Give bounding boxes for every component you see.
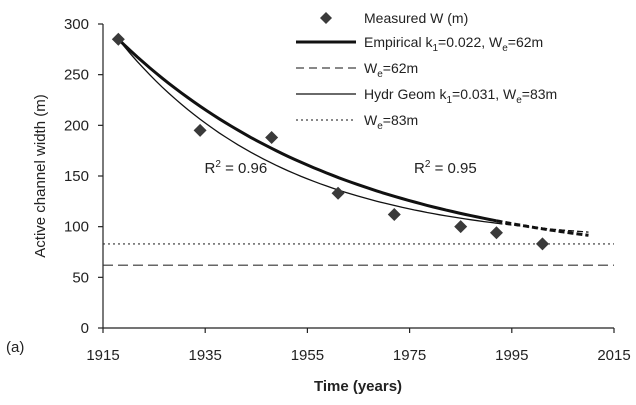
measured-markers [111,32,549,251]
legend-marker-measured [320,12,332,24]
legend-label-dashed: We=62m [364,60,418,80]
y-tick-label: 150 [64,168,89,185]
x-tick-label: 1935 [189,347,222,364]
r2-annotation: R2 = 0.96 [205,159,268,177]
r2-annotations: R2 = 0.96 R2 = 0.95 [205,159,477,177]
x-tick-label: 1995 [495,347,528,364]
y-tick-label: 200 [64,117,89,134]
x-axis-label: Time (years) [314,378,402,395]
measured-point [454,220,468,234]
measured-point [489,226,503,240]
measured-point [265,130,279,144]
model-curves [117,38,589,237]
legend-label-dotted: We=83m [364,112,418,132]
r2-annotation: R2 = 0.95 [414,159,477,177]
y-tick-label: 0 [81,320,89,337]
y-ticks: 0 50 100 150 200 250 300 [64,16,103,337]
panel-label: (a) [6,339,24,356]
y-tick-label: 50 [72,269,89,286]
hydr-geom-curve-extension [496,222,589,233]
measured-point [193,123,207,137]
y-tick-label: 100 [64,219,89,236]
legend-label-measured: Measured W (m) [364,10,468,26]
hydr-geom-curve [117,38,497,224]
measured-point [387,208,401,222]
legend-label-thin-solid: Hydr Geom k1=0.031, We=83m [364,86,557,106]
x-ticks: 1915 1935 1955 1975 1995 2015 [86,328,631,364]
y-axis-label: Active channel width (m) [32,94,49,257]
reference-lines [103,243,614,266]
x-tick-label: 1975 [393,347,426,364]
legend: Measured W (m) Empirical k1=0.022, We=62m… [296,10,557,132]
y-tick-label: 250 [64,67,89,84]
plot-area: 0 50 100 150 200 250 300 1915 1935 1955 1975 1995 2… [64,16,631,364]
measured-point [535,237,549,251]
y-tick-label: 300 [64,16,89,33]
x-tick-label: 1915 [86,347,119,364]
measured-point [331,186,345,200]
x-tick-label: 1955 [291,347,324,364]
measured-point [111,32,125,46]
x-tick-label: 2015 [597,347,630,364]
legend-label-thick-solid: Empirical k1=0.022, We=62m [364,34,543,54]
empirical-curve [117,38,497,223]
